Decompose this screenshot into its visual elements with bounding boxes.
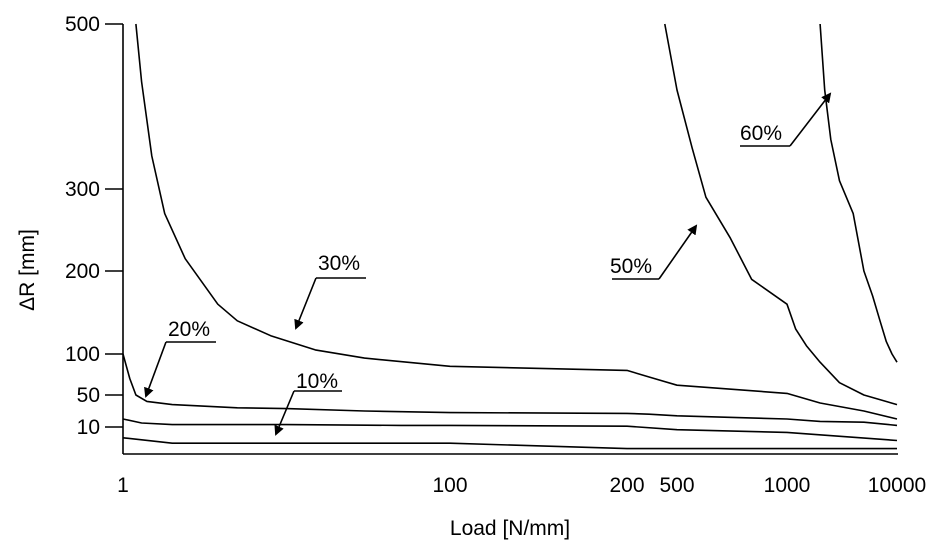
annotation-arrow <box>658 224 698 280</box>
x-tick-label: 1 <box>117 474 129 497</box>
y-tick-label: 100 <box>65 343 100 366</box>
y-tick-label: 300 <box>65 178 100 201</box>
annotation-arrow <box>294 277 317 330</box>
curves <box>122 23 898 450</box>
series-line-20pct <box>122 418 898 442</box>
series-line-30pct <box>122 353 898 427</box>
x-tick-label: 500 <box>659 474 694 497</box>
y-tick-label: 50 <box>77 384 100 407</box>
annotation-label: 20% <box>168 318 210 341</box>
annotation-10: 10% <box>274 370 342 436</box>
x-tick-label: 1000 <box>764 474 811 497</box>
series-line-60pct <box>819 23 898 363</box>
annotation-arrow <box>274 390 295 436</box>
y-tick-label: 200 <box>65 260 100 283</box>
series-line-10pct <box>122 437 897 450</box>
series-line-50pct <box>664 23 898 406</box>
annotation-arrow <box>789 92 832 147</box>
y-tick-label: 10 <box>77 416 100 439</box>
annotation-label: 30% <box>318 252 360 275</box>
x-axis-title: Load [N/mm] <box>450 517 570 540</box>
annotation-60: 60% <box>740 92 832 147</box>
annotation-label: 50% <box>610 255 652 278</box>
x-tick-label: 10000 <box>868 474 926 497</box>
y-tick-label: 500 <box>65 13 100 36</box>
annotation-30: 30% <box>294 252 366 330</box>
x-tick-label: 100 <box>432 474 467 497</box>
annotation-label: 60% <box>740 122 782 145</box>
y-axis-title: ΔR [mm] <box>16 229 39 311</box>
annotation-label: 10% <box>296 370 338 393</box>
annotation-50: 50% <box>610 224 698 280</box>
annotation-arrow <box>144 341 167 398</box>
annotation-20: 20% <box>144 318 216 398</box>
x-tick-label: 200 <box>609 474 644 497</box>
x-ticks: 1 100 200 500 1000 10000 <box>117 474 926 497</box>
y-ticks: 10 50 100 200 300 500 <box>65 13 123 439</box>
series-line-40pct <box>135 23 898 420</box>
